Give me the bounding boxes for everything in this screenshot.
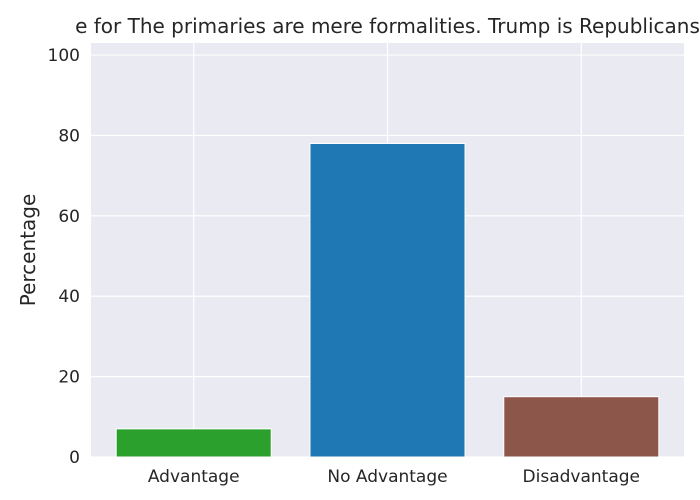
bars (115, 142, 660, 458)
bar-advantage (115, 428, 272, 458)
y-tick-label: 60 (58, 207, 80, 227)
y-tick-labels: 0 20 40 60 80 100 (48, 46, 80, 468)
x-tick-label: Advantage (148, 467, 240, 487)
y-tick-label: 80 (58, 126, 80, 146)
y-tick-label: 20 (58, 368, 80, 388)
x-tick-label: Disadvantage (523, 467, 640, 487)
x-tick-label: No Advantage (327, 467, 447, 487)
chart-title: e for The primaries are mere formalities… (75, 14, 700, 38)
bar-no-advantage (309, 142, 466, 458)
y-tick-label: 100 (48, 46, 80, 66)
bar-disadvantage (503, 396, 660, 458)
y-tick-label: 0 (69, 448, 80, 468)
y-tick-label: 40 (58, 287, 80, 307)
x-tick-labels: Advantage No Advantage Disadvantage (148, 467, 640, 487)
y-axis-label: Percentage (16, 194, 40, 307)
